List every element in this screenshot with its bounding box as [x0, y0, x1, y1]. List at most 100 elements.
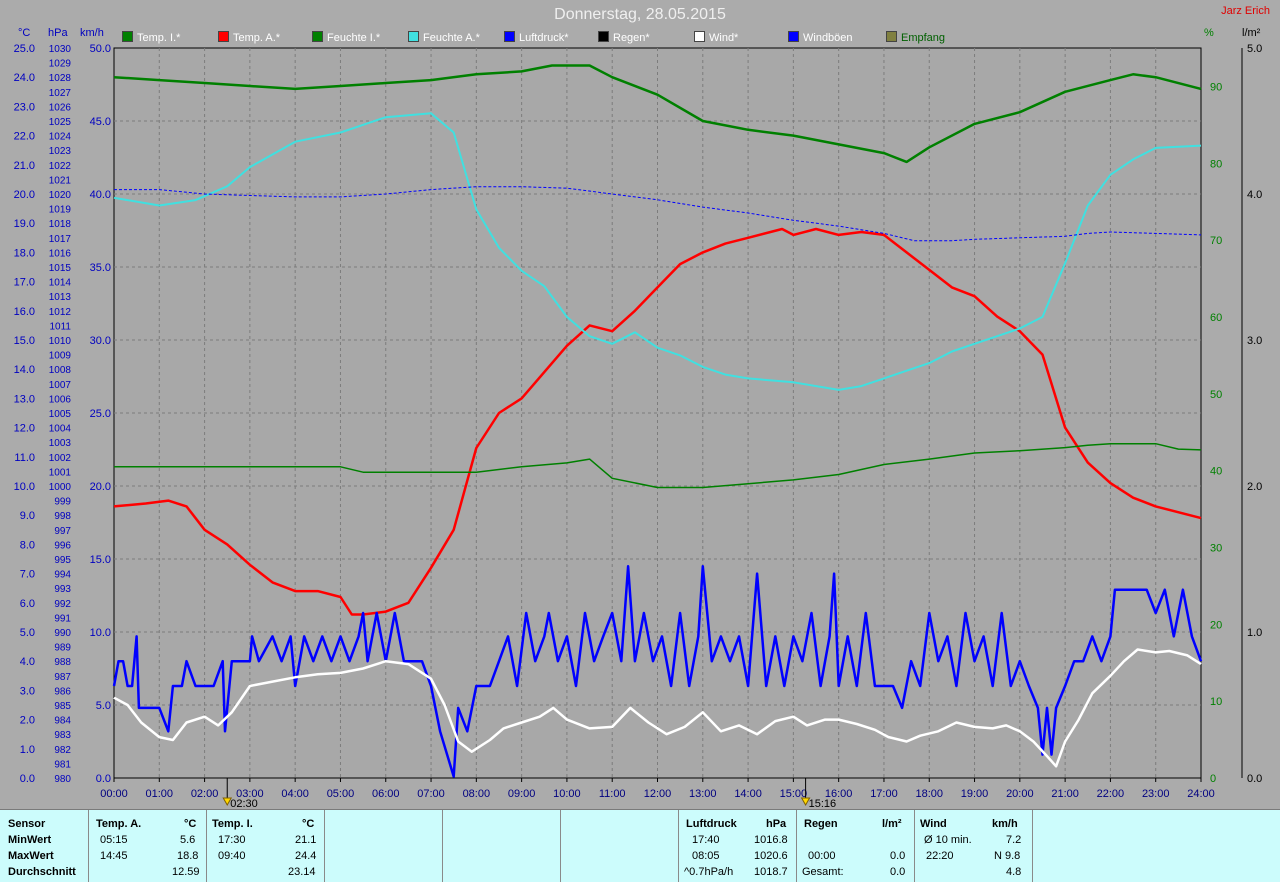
temp-tick-label: 12.0: [14, 423, 35, 435]
pressure-tick-label: 1005: [49, 409, 72, 420]
temp-i-max-time: 09:40: [218, 850, 246, 862]
temp-i-avg: 23.14: [288, 866, 316, 878]
pressure-tick-label: 980: [54, 774, 71, 785]
legend-swatch: [788, 31, 799, 42]
pressure-tick-label: 1021: [49, 175, 72, 186]
pressure-tick-label: 1006: [49, 394, 72, 405]
pressure-tick-label: 989: [54, 643, 71, 654]
temp-tick-label: 23.0: [14, 101, 35, 113]
pressure-avg: 1018.7: [754, 866, 788, 878]
rain-axis-unit: l/m²: [1242, 27, 1261, 39]
temp-tick-label: 21.0: [14, 160, 35, 172]
rain-tick-label: 4.0: [1247, 189, 1262, 201]
legend-swatch: [598, 31, 609, 42]
wind-tick-label: 35.0: [90, 262, 111, 274]
pressure-tick-label: 991: [54, 613, 71, 624]
legend-label: Empfang: [901, 32, 946, 44]
series-line-feuchte-i-: [114, 442, 1202, 489]
rain-tick-label: 5.0: [1247, 43, 1262, 55]
x-tick-label: 08:00: [463, 788, 491, 800]
temp-tick-label: 3.0: [20, 685, 35, 697]
temp-tick-label: 10.0: [14, 481, 35, 493]
x-tick-label: 17:00: [870, 788, 898, 800]
temp-tick-label: 8.0: [20, 539, 35, 551]
marker-triangle-icon: [800, 797, 811, 807]
humidity-tick-label: 0: [1210, 773, 1216, 785]
pressure-tick-label: 1025: [49, 117, 72, 128]
wind-tick-label: 5.0: [96, 700, 111, 712]
temp-tick-label: 6.0: [20, 598, 35, 610]
temp-tick-label: 18.0: [14, 247, 35, 259]
temp-a-unit: °C: [184, 818, 197, 830]
pressure-tick-label: 993: [54, 584, 71, 595]
pressure-tick-label: 1018: [49, 219, 72, 230]
pressure-header: Luftdruck: [686, 818, 737, 830]
humidity-tick-label: 80: [1210, 158, 1222, 170]
pressure-tick-label: 995: [54, 555, 71, 566]
wind-tick-label: 50.0: [90, 43, 111, 55]
rain-unit: l/m²: [882, 818, 902, 830]
temp-tick-label: 14.0: [14, 364, 35, 376]
pressure-tick-label: 987: [54, 672, 71, 683]
x-tick-label: 03:00: [236, 788, 264, 800]
weather-chart: °C hPa km/h% l/m² 0.0 1.0 2.0 3.0 4.0 5.0 6.0 7.0 8.…: [14, 27, 1263, 809]
temp-tick-label: 4.0: [20, 656, 35, 668]
temp-tick-label: 15.0: [14, 335, 35, 347]
legend-swatch: [218, 31, 229, 42]
legend-swatch: [694, 31, 705, 42]
pressure-tick-label: 988: [54, 657, 71, 668]
legend-label: Temp. A.*: [233, 32, 281, 44]
legend-item: Feuchte I.*: [312, 31, 380, 45]
wind-tick-label: 45.0: [90, 116, 111, 128]
pressure-tick-label: 1014: [49, 278, 72, 289]
pressure-tick-label: 1009: [49, 351, 72, 362]
temp-i-min: 21.1: [295, 834, 317, 846]
temp-tick-label: 25.0: [14, 43, 35, 55]
temp-tick-label: 1.0: [20, 744, 35, 756]
temp-i-unit: °C: [302, 818, 315, 830]
x-tick-label: 14:00: [734, 788, 762, 800]
legend-label: Wind*: [709, 32, 739, 44]
wind-tick-label: 10.0: [90, 627, 111, 639]
temp-a-max: 18.8: [177, 850, 199, 862]
temp-axis-unit: °C: [18, 27, 30, 39]
legend-swatch: [312, 31, 323, 42]
rain-total: 0.0: [890, 866, 906, 878]
temp-a-min: 5.6: [180, 834, 196, 846]
rain-max: 0.0: [890, 850, 906, 862]
temp-tick-label: 19.0: [14, 218, 35, 230]
x-tick-label: 13:00: [689, 788, 717, 800]
humidity-tick-label: 70: [1210, 235, 1222, 247]
wind-avg10: 7.2: [1006, 834, 1022, 846]
x-tick-label: 01:00: [146, 788, 174, 800]
wind-max: N 9.8: [994, 850, 1021, 862]
pressure-tick-label: 990: [54, 628, 71, 639]
wind-tick-label: 25.0: [90, 408, 111, 420]
pressure-tick-label: 1000: [49, 482, 72, 493]
pressure-tick-label: 1022: [49, 161, 72, 172]
humidity-tick-label: 60: [1210, 312, 1222, 324]
pressure-tick-label: 986: [54, 686, 71, 697]
x-tick-label: 21:00: [1051, 788, 1079, 800]
temp-tick-label: 20.0: [14, 189, 35, 201]
pressure-tick-label: 1004: [49, 424, 72, 435]
marker-label: 15:16: [809, 798, 837, 809]
x-tick-label: 24:00: [1187, 788, 1215, 800]
wind-tick-label: 30.0: [90, 335, 111, 347]
x-tick-label: 06:00: [372, 788, 400, 800]
summary-panel: Sensor MinWert MaxWert Durchschnitt Temp…: [0, 809, 1280, 882]
wind-axis-unit: km/h: [80, 27, 104, 39]
rain-header: Regen: [804, 818, 838, 830]
pressure-tick-label: 998: [54, 511, 71, 522]
x-tick-label: 07:00: [417, 788, 445, 800]
pressure-tick-label: 1011: [49, 321, 71, 332]
author-label: Jarz Erich: [1221, 5, 1270, 17]
pressure-tick-label: 997: [54, 526, 71, 537]
legend-item: Wind*: [694, 31, 738, 45]
legend-item: Regen*: [598, 31, 650, 45]
legend-label: Windböen: [803, 32, 853, 44]
pressure-axis-unit: hPa: [48, 27, 68, 39]
pressure-tick-label: 1013: [49, 292, 72, 303]
series-line-windb-en: [112, 565, 1203, 778]
legend-label: Temp. I.*: [137, 32, 181, 44]
